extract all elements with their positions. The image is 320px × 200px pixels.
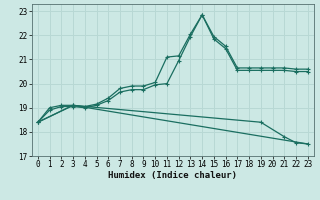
X-axis label: Humidex (Indice chaleur): Humidex (Indice chaleur) [108, 171, 237, 180]
